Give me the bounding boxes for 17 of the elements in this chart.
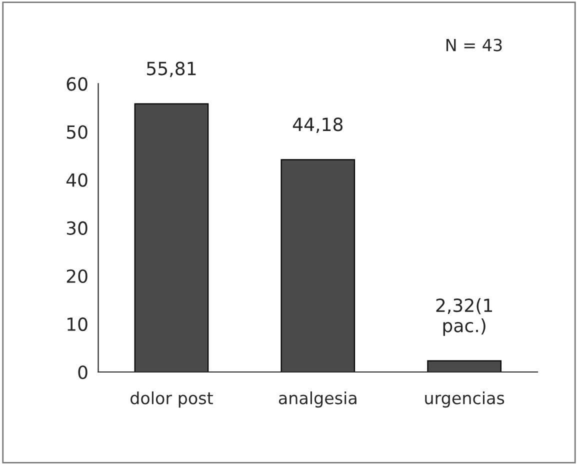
data-label: 55,81: [147, 62, 196, 78]
y-tick-label: 0: [78, 365, 88, 380]
y-tick-label: 60: [66, 77, 88, 91]
bar: [280, 159, 356, 372]
y-tick-label: 20: [66, 269, 88, 284]
data-label: 44,18: [292, 118, 343, 134]
y-tick-label: 50: [66, 125, 88, 139]
data-label: 2,32(1 pac.): [436, 298, 492, 336]
text: N = 43: [446, 38, 502, 52]
bar: [134, 103, 209, 372]
y-tick-label: 40: [66, 173, 88, 187]
y-tick-label: 10: [68, 317, 88, 332]
x-tick-label: urgencias: [425, 391, 504, 408]
x-tick-label: dolor post: [130, 391, 213, 408]
bar: [427, 360, 502, 372]
y-tick-label: 30: [66, 221, 88, 235]
x-tick-label: analgesia: [278, 391, 356, 408]
